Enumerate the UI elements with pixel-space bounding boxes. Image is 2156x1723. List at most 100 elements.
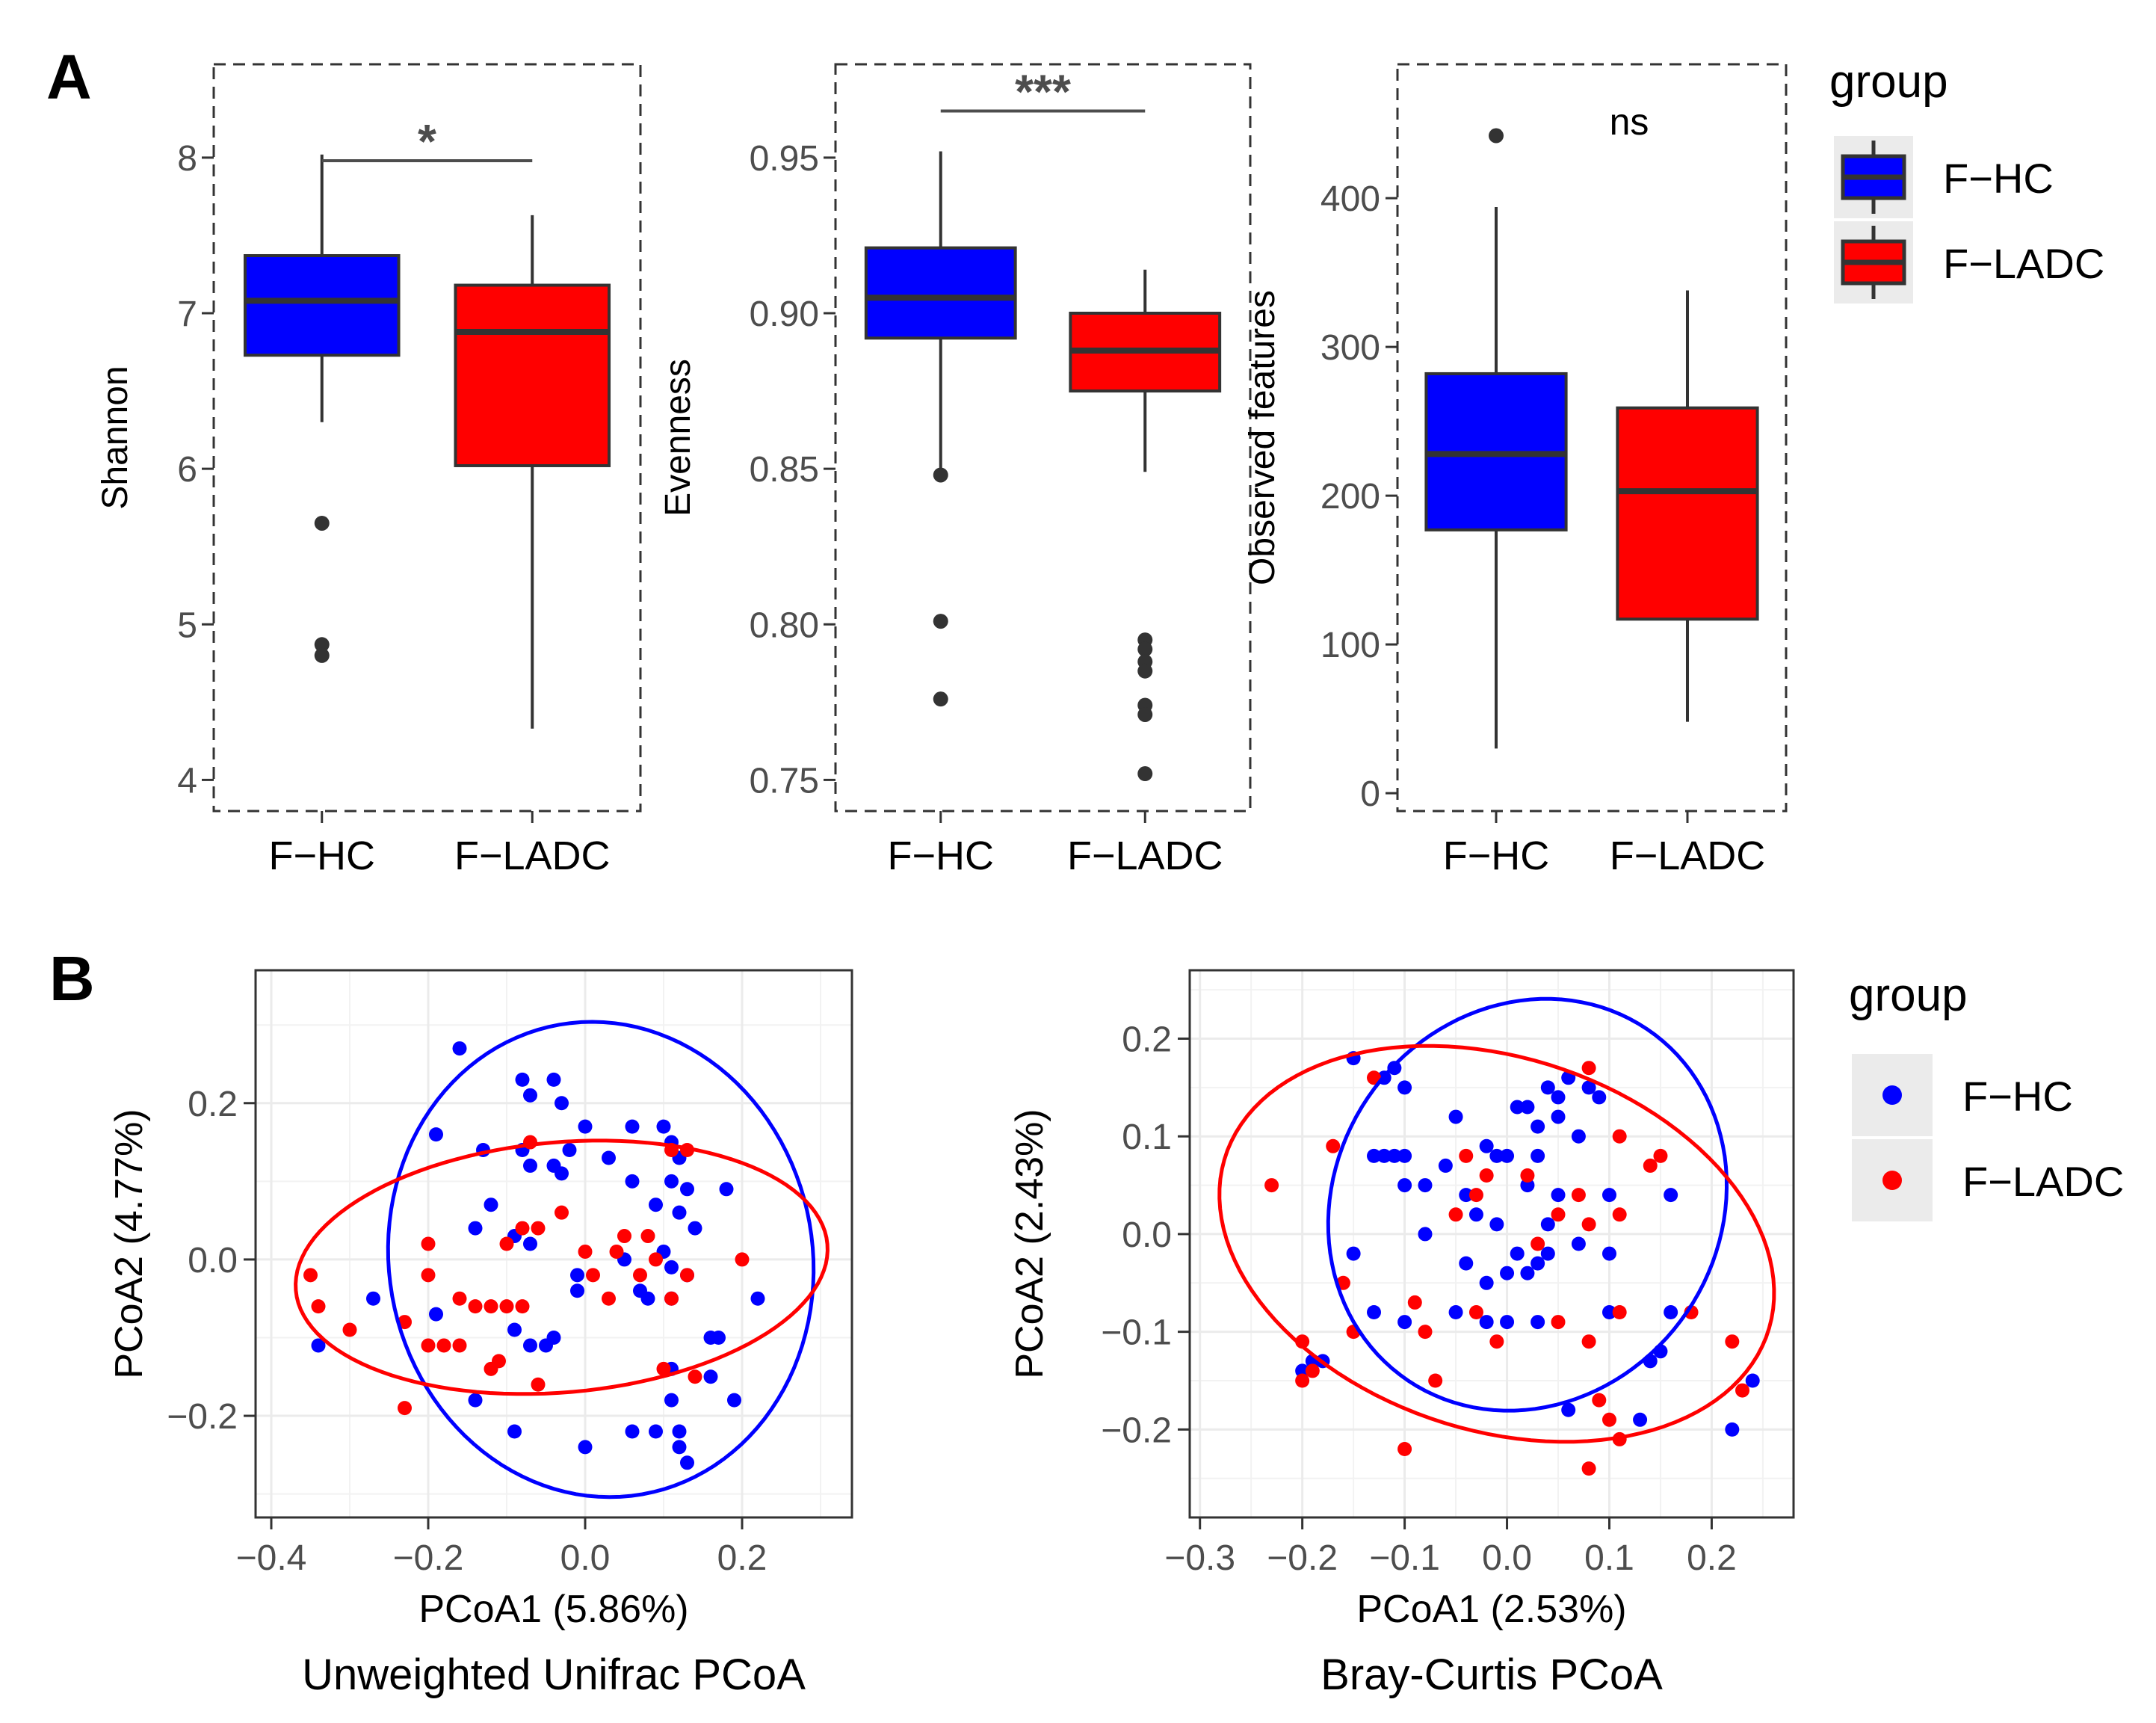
braycurtis-point-ladc [1489,1334,1504,1349]
observed-ytick-label: 400 [1321,179,1380,219]
braycurtis-point-hc [1725,1422,1740,1437]
unifrac-point-hc [727,1393,741,1408]
unifrac-ellipse-ladc [294,1138,830,1396]
shannon-outlier [314,637,330,653]
shannon-outlier [314,647,330,663]
unifrac-point-ladc [602,1291,616,1306]
shannon-xtick-label: F−HC [268,833,375,878]
unifrac-point-hc [452,1041,467,1056]
braycurtis-point-ladc [1448,1207,1463,1222]
braycurtis-point-ladc [1643,1158,1658,1173]
legend-a: group F−HC F−LADC [1829,56,2104,303]
unifrac-point-ladc [342,1322,357,1337]
braycurtis-point-hc [1745,1373,1760,1388]
unifrac-point-hc [625,1424,640,1439]
evenness-ytick-label: 0.95 [750,139,819,179]
braycurtis-point-hc [1500,1148,1515,1163]
unifrac-point-ladc [664,1291,679,1306]
unifrac-point-ladc [633,1268,647,1283]
unifrac-point-ladc [656,1361,671,1376]
unifrac-point-hc [578,1440,593,1455]
unifrac-point-hc [366,1291,380,1306]
braycurtis-point-ladc [1520,1168,1535,1183]
unifrac-point-ladc [492,1354,506,1369]
panel-b-label: B [49,943,95,1014]
unifrac-point-hc [429,1307,443,1322]
unifrac-point-ladc [531,1221,546,1236]
braycurtis-point-ladc [1326,1138,1341,1153]
braycurtis-point-ladc [1551,1207,1566,1222]
braycurtis-point-ladc [1551,1315,1566,1330]
unifrac-point-hc [664,1393,679,1408]
braycurtis-point-ladc [1407,1295,1422,1310]
unifrac-point-hc [484,1198,498,1212]
unifrac-point-ladc [452,1291,467,1306]
braycurtis-point-hc [1489,1148,1504,1163]
unifrac-point-ladc [688,1369,702,1384]
braycurtis-point-hc [1530,1119,1545,1134]
unifrac-point-hc [578,1119,593,1134]
shannon-boxplot: 4 5 6 7 8 F−HC F−LADC Shannon * [96,63,642,878]
braycurtis-point-ladc [1530,1236,1545,1251]
braycurtis-point-hc [1489,1217,1504,1232]
braycurtis-point-hc [1459,1188,1474,1203]
unifrac-point-hc [515,1072,530,1087]
unifrac-point-ladc [436,1338,451,1353]
unifrac-point-ladc [586,1268,600,1283]
evenness-boxplot: 0.75 0.80 0.85 0.90 0.95 F−HC F−LADC Evenness **… [658,63,1252,878]
unifrac-point-hc [555,1096,569,1111]
legend-b: group F−HC F−LADC [1849,970,2124,1221]
braycurtis-point-ladc [1581,1461,1596,1476]
evenness-outlier [933,614,948,629]
braycurtis-point-ladc [1592,1393,1607,1408]
braycurtis-point-hc [1571,1236,1586,1251]
unifrac-point-ladc [468,1299,483,1314]
unifrac-point-hc [602,1150,616,1165]
unifrac-point-hc [664,1174,679,1189]
braycurtis-point-ladc [1612,1129,1627,1144]
unifrac-ytick-label: 0.2 [188,1085,238,1124]
unifrac-xtick-label: 0.0 [560,1538,611,1578]
evenness-ytick-label: 0.85 [750,450,819,490]
braycurtis-point-ladc [1418,1325,1433,1340]
unifrac-panel-bg [256,970,852,1517]
unifrac-point-hc [680,1455,694,1470]
braycurtis-point-ladc [1468,1305,1483,1319]
unifrac-point-hc [523,1338,537,1353]
observed-ylabel: Observed features [1243,290,1282,585]
braycurtis-point-ladc [1468,1188,1483,1203]
braycurtis-point-hc [1601,1305,1616,1319]
braycurtis-xtick-label: −0.3 [1164,1538,1235,1578]
observed-outlier [1489,128,1504,144]
evenness-outlier [1137,766,1153,782]
observed-ytick-label: 200 [1321,477,1380,517]
braycurtis-point-hc [1367,1148,1382,1163]
braycurtis-point-hc [1530,1315,1545,1330]
braycurtis-ytick-label: 0.0 [1122,1215,1172,1255]
unifrac-title: Unweighted Unifrac PCoA [302,1650,806,1699]
unifrac-ylabel: PCoA2 (4.77%) [108,1109,151,1378]
unifrac-point-hc [680,1182,694,1197]
unifrac-point-ladc [398,1401,412,1416]
evenness-ytick-label: 0.80 [750,605,819,645]
braycurtis-point-ladc [1397,1442,1412,1456]
legend-b-key-dot-ladc [1882,1171,1902,1190]
unifrac-point-ladc [515,1299,530,1314]
evenness-ytick-label: 0.75 [750,761,819,801]
unifrac-point-ladc [421,1236,436,1251]
braycurtis-point-hc [1664,1188,1678,1203]
unifrac-point-hc [562,1143,577,1158]
shannon-ytick-label: 7 [177,295,197,334]
unifrac-point-hc [640,1291,655,1306]
unifrac-point-ladc [303,1268,318,1283]
braycurtis-point-hc [1479,1138,1494,1153]
braycurtis-xtick-label: 0.1 [1584,1538,1634,1578]
unifrac-point-hc [523,1236,537,1251]
legend-a-label-hc: F−HC [1943,155,2054,202]
braycurtis-pcoa-scatter: −0.3 −0.2 −0.1 0.0 0.1 0.2 −0.2 −0.1 0.0 0.1 0.2 PC… [1008,969,1795,1699]
shannon-outlier [314,515,330,531]
unifrac-point-ladc [640,1229,655,1244]
unifrac-point-ladc [421,1268,436,1283]
braycurtis-point-hc [1633,1412,1648,1427]
unifrac-xtick-label: 0.2 [717,1538,767,1578]
